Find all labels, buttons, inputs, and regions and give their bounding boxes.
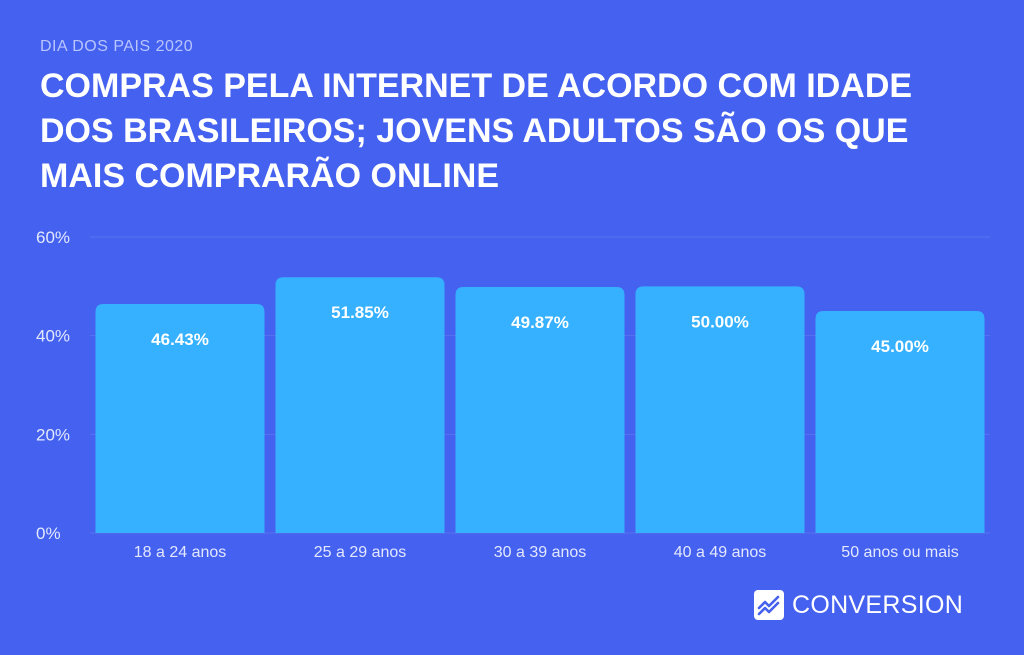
chart-eyebrow: DIA DOS PAIS 2020	[40, 38, 194, 55]
brand-logo: CONVERSION	[754, 590, 963, 620]
bar	[275, 277, 445, 533]
bar-data-label: 51.85%	[331, 303, 389, 322]
x-tick-label: 30 a 39 anos	[494, 544, 587, 561]
x-tick-label: 40 a 49 anos	[674, 544, 767, 561]
x-tick-label: 50 anos ou mais	[841, 544, 958, 561]
bar	[815, 311, 985, 533]
y-tick-label: 40%	[36, 327, 70, 346]
y-tick-label: 0%	[36, 524, 61, 543]
bar-data-label: 49.87%	[511, 313, 569, 332]
bar-data-label: 50.00%	[691, 312, 749, 331]
brand-name: CONVERSION	[792, 590, 964, 619]
bar	[455, 286, 625, 533]
x-tick-label: 18 a 24 anos	[134, 544, 227, 561]
bar-data-label: 46.43%	[151, 330, 209, 349]
x-tick-label: 25 a 29 anos	[314, 544, 407, 561]
bar	[635, 286, 805, 533]
bar-data-label: 45.00%	[871, 337, 929, 356]
chart-title: COMPRAS PELA INTERNET DE ACORDO COM IDAD…	[40, 67, 913, 195]
bar	[95, 303, 265, 533]
chart-line-icon	[754, 590, 784, 620]
y-tick-label: 60%	[36, 228, 70, 247]
y-tick-label: 20%	[36, 425, 70, 444]
